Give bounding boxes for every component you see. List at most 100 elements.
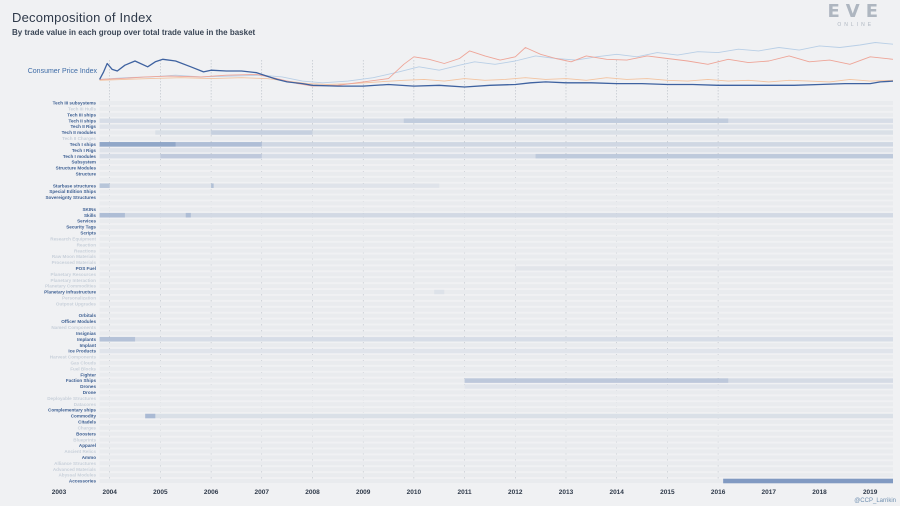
category-row-bg [99, 378, 894, 383]
category-row-bg [99, 219, 894, 224]
year-label-2017: 2017 [762, 489, 777, 496]
category-label: Research Equipment [50, 236, 96, 241]
category-row-bg [99, 148, 894, 153]
category-label: Tech II ships [69, 118, 97, 123]
category-row-bg [99, 213, 894, 218]
category-label: Ice Products [68, 349, 96, 354]
category-label: Special Edition Ships [49, 189, 96, 194]
category-row-bg [99, 225, 894, 230]
category-row-bg [99, 278, 894, 283]
gridlines [109, 60, 719, 482]
category-row-bg [99, 171, 894, 176]
category-label: Reaction [77, 242, 97, 247]
category-segment [464, 384, 893, 389]
category-label: Ancient Relics [64, 449, 96, 454]
category-row-bg [99, 254, 894, 259]
category-label: Alliance Structures [54, 461, 96, 466]
category-row-bg [99, 354, 894, 359]
category-segment [160, 153, 262, 159]
category-segment [99, 153, 536, 159]
category-row-bg [99, 431, 894, 436]
year-label-2018: 2018 [812, 489, 827, 496]
category-segment [535, 153, 893, 159]
category-row-bg [99, 124, 894, 129]
category-label: Deployable Structures [47, 396, 96, 401]
category-label: Ammo [82, 455, 96, 460]
category-label: Scripts [80, 231, 96, 236]
category-segment [175, 142, 262, 147]
category-row-bg [99, 230, 894, 235]
year-label-2015: 2015 [660, 489, 675, 496]
year-label-2007: 2007 [255, 489, 270, 496]
category-label: Planetary Resources [51, 272, 97, 277]
category-row-bg [99, 360, 894, 365]
category-row-bg [99, 106, 894, 111]
year-label-2006: 2006 [204, 489, 219, 496]
category-label: Reactions [74, 248, 96, 253]
category-segment [109, 183, 440, 188]
category-row-bg [99, 242, 894, 247]
category-segment [145, 413, 156, 419]
category-segment [211, 183, 214, 188]
category-label: Skills [84, 213, 96, 218]
category-rows [99, 101, 894, 484]
series-line-cpi [99, 58, 894, 88]
x-axis-year-labels: 2003 2004 2005 2006 2007 2008 2009 2010 2011 2012… [52, 489, 878, 496]
category-segment [99, 124, 894, 129]
category-row-bg [99, 408, 894, 413]
category-row-bg [99, 479, 894, 483]
category-label: Blueprints [73, 437, 96, 442]
year-label-2019: 2019 [863, 489, 878, 496]
category-row-bg [99, 248, 894, 253]
category-label: Personalization [62, 296, 96, 301]
series-line-lightblue [99, 42, 894, 84]
category-row-bg [99, 260, 894, 265]
category-row-bg [99, 467, 894, 472]
category-row-bg [99, 325, 894, 330]
category-segment [464, 378, 729, 383]
category-row-bg [99, 160, 894, 165]
category-segment [155, 413, 894, 419]
logo-text: EVE [827, 1, 884, 22]
category-label: Commodity [71, 414, 97, 419]
year-label-2016: 2016 [711, 489, 726, 496]
category-segment [434, 289, 445, 295]
category-row-bg [99, 189, 894, 194]
category-label: Datacores [74, 402, 97, 407]
category-label: Planetary Commodities [45, 284, 97, 289]
category-row-bg [99, 396, 894, 401]
category-row-bg [99, 118, 894, 123]
category-row-bg [99, 372, 894, 377]
category-row-bg [99, 284, 894, 289]
category-row-bg [99, 136, 894, 141]
category-label: Citadels [78, 420, 96, 425]
category-row-bg [99, 425, 894, 430]
category-row-bg [99, 313, 894, 318]
category-label: Tech III Hulls [68, 107, 96, 112]
category-label: Subsystem [71, 160, 96, 165]
category-label: Tech III subsystems [53, 101, 97, 106]
category-label: Complementary ships [48, 408, 96, 413]
year-label-2008: 2008 [305, 489, 320, 496]
category-segment [99, 147, 894, 153]
category-label: Fighter [80, 372, 96, 377]
category-label: Processed Materials [52, 260, 97, 265]
category-label: Sovereignty Structures [45, 195, 96, 200]
category-segment [99, 142, 894, 147]
category-row-bg [99, 402, 894, 407]
category-row-bg [99, 266, 894, 271]
category-row-bg [99, 207, 894, 212]
cpi-lines [99, 42, 894, 88]
category-label: Tech I Rigs [72, 148, 97, 153]
category-label: Tech II Charges [62, 136, 96, 141]
category-label: Security Tags [66, 225, 96, 230]
category-row-bg [99, 195, 894, 200]
category-row-bg [99, 390, 894, 395]
category-label: Accessories [69, 479, 97, 484]
category-label: Faction Ships [66, 378, 97, 383]
category-row-bg [99, 101, 894, 105]
category-row-bg [99, 337, 894, 342]
cpi-line-label: Consumer Price Index [28, 68, 98, 75]
category-label: Tech III ships [67, 112, 96, 117]
category-segment [723, 478, 893, 484]
